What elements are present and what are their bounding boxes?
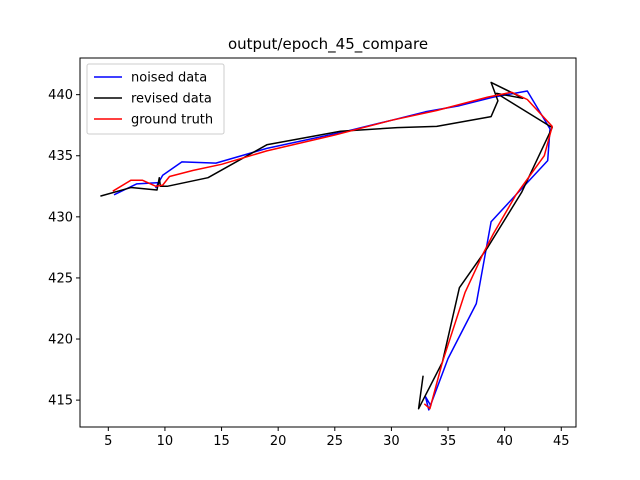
plot-area <box>100 81 553 411</box>
x-tick-label: 20 <box>270 434 287 449</box>
series-line-noised-data <box>113 90 551 411</box>
x-tick-label: 5 <box>104 434 112 449</box>
x-tick-label: 10 <box>157 434 174 449</box>
axes-frame <box>79 57 577 428</box>
x-tick-label: 40 <box>496 434 513 449</box>
x-axis: 5 10 15 20 25 30 35 40 45 <box>104 427 570 449</box>
x-tick-label: 15 <box>213 434 230 449</box>
legend-box <box>86 63 225 135</box>
chart-title: output/epoch_45_compare <box>228 35 428 54</box>
x-tick-label: 25 <box>327 434 344 449</box>
y-tick-label: 430 <box>48 210 73 225</box>
y-tick-label: 425 <box>48 271 73 286</box>
series-line-ground-truth <box>112 91 553 410</box>
x-tick-label: 45 <box>553 434 570 449</box>
y-tick-label: 415 <box>48 394 73 409</box>
y-tick-label: 420 <box>48 333 73 348</box>
legend-label-ground-truth: ground truth <box>131 113 213 128</box>
series-layer <box>100 81 553 411</box>
x-tick-label: 35 <box>440 434 457 449</box>
legend: noised data revised data ground truth <box>86 63 225 135</box>
y-axis: 415 420 425 430 435 440 <box>48 88 80 409</box>
y-tick-label: 435 <box>48 149 73 164</box>
legend-label-noised-data: noised data <box>131 71 207 86</box>
legend-label-revised-data: revised data <box>131 92 212 107</box>
x-tick-label: 30 <box>383 434 400 449</box>
y-tick-label: 440 <box>48 88 73 103</box>
